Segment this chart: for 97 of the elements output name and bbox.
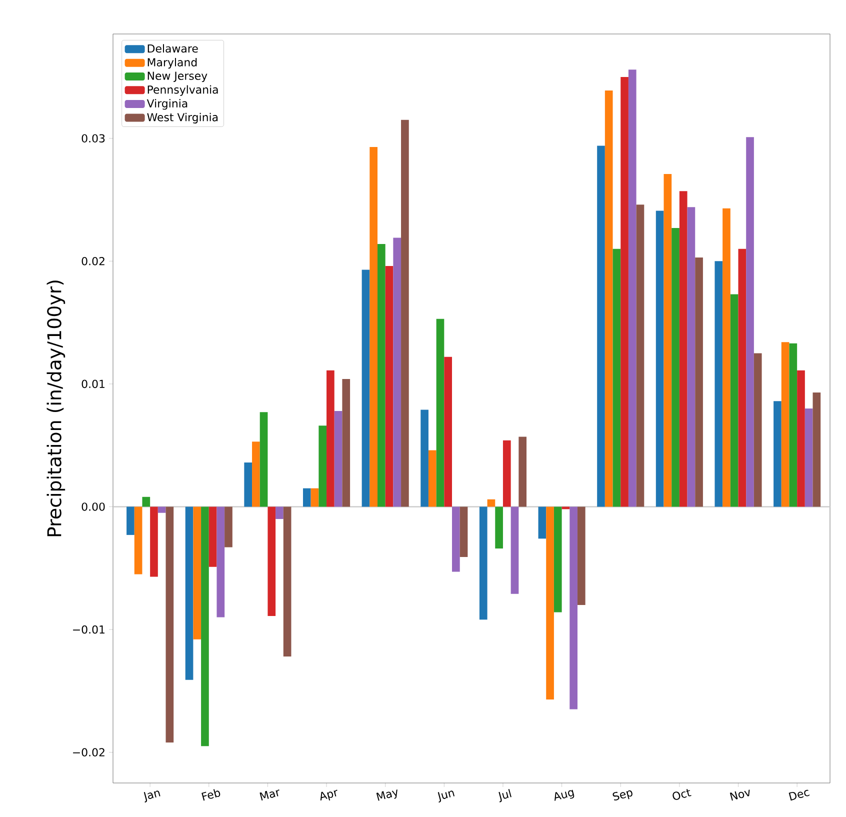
x-tick-label: Jul (498, 788, 512, 802)
bar (342, 379, 350, 507)
bar (150, 506, 158, 577)
bar (260, 412, 268, 507)
bar (268, 506, 276, 616)
x-tick-label: Aug (554, 790, 574, 801)
bar (570, 506, 578, 710)
bar (393, 238, 402, 507)
bar (722, 208, 730, 507)
bar (444, 356, 452, 507)
bar (362, 270, 370, 507)
y-tick-label: 0.01 (82, 380, 104, 388)
bar (502, 440, 511, 507)
bar (510, 506, 519, 594)
bar (460, 506, 468, 558)
bar (479, 506, 488, 620)
bar (401, 120, 409, 507)
x-tick-label: Jun (438, 790, 455, 803)
bar (428, 450, 436, 507)
bar (252, 442, 260, 507)
x-tick-label: Mar (260, 790, 280, 800)
bar (378, 244, 386, 507)
bar (774, 401, 782, 507)
y-tick-label: 0.03 (82, 134, 105, 142)
y-axis-title: Precipitation (in/day/100yr) (46, 280, 66, 536)
x-tick-label: Sep (612, 790, 632, 800)
bar (276, 506, 284, 519)
legend-label: Virginia (146, 99, 188, 110)
x-tick-label: Oct (672, 788, 692, 800)
bar (158, 506, 166, 513)
bar (518, 436, 527, 507)
legend-label: New Jersey (148, 72, 208, 82)
bar (283, 506, 292, 657)
bar (487, 499, 496, 507)
bar (577, 506, 586, 605)
x-tick-label: May (376, 789, 398, 801)
bar (620, 76, 628, 507)
x-tick-label: Nov (730, 790, 750, 801)
bar (789, 343, 798, 507)
bar (730, 294, 738, 507)
y-tick-label: −0.01 (73, 625, 104, 634)
bar (224, 506, 232, 548)
bar (812, 392, 821, 507)
legend-label: Delaware (148, 44, 198, 53)
bar (664, 174, 672, 507)
bar (754, 353, 762, 507)
bar (695, 257, 703, 507)
legend-label: Maryland (148, 58, 197, 69)
bar (554, 506, 562, 612)
bar (656, 210, 664, 507)
bar (216, 506, 225, 618)
y-tick-label: 0.02 (82, 257, 104, 266)
bar (781, 342, 790, 507)
bar (208, 506, 217, 567)
bar (436, 318, 444, 507)
bar (546, 506, 554, 700)
bar (597, 146, 605, 507)
bar (495, 506, 503, 548)
bar (687, 207, 696, 507)
bar (562, 506, 570, 510)
bar (612, 248, 621, 507)
bar (385, 266, 394, 507)
bar (420, 410, 428, 507)
bar (134, 506, 142, 574)
bar (604, 90, 613, 507)
bar (244, 462, 252, 507)
x-tick-label: Jan (144, 790, 160, 803)
bar (797, 370, 805, 507)
bar (672, 228, 680, 507)
x-tick-label: Dec (788, 790, 810, 801)
y-tick-label: 0.00 (82, 502, 105, 511)
x-tick-label: Feb (202, 789, 220, 801)
bar (636, 204, 644, 507)
bar (142, 496, 150, 507)
bar (126, 506, 134, 535)
bar (746, 137, 754, 507)
legend-label: Pennsylvania (148, 85, 218, 96)
bar (738, 248, 746, 507)
bar (310, 488, 319, 507)
bar (370, 146, 378, 507)
bar (804, 408, 813, 507)
bar (201, 506, 209, 746)
bar (166, 506, 174, 742)
bar (193, 506, 202, 640)
legend-label: West Virginia (147, 112, 218, 124)
x-tick-label: Apr (320, 790, 338, 801)
bar (679, 191, 688, 507)
y-tick-label: −0.02 (73, 748, 104, 756)
bar (185, 506, 194, 680)
bar (714, 261, 723, 507)
bar (318, 426, 327, 507)
bar (628, 70, 636, 507)
bar (452, 506, 460, 572)
bar (334, 410, 342, 507)
bar (302, 488, 311, 507)
bar (326, 370, 334, 507)
bar (538, 506, 546, 539)
